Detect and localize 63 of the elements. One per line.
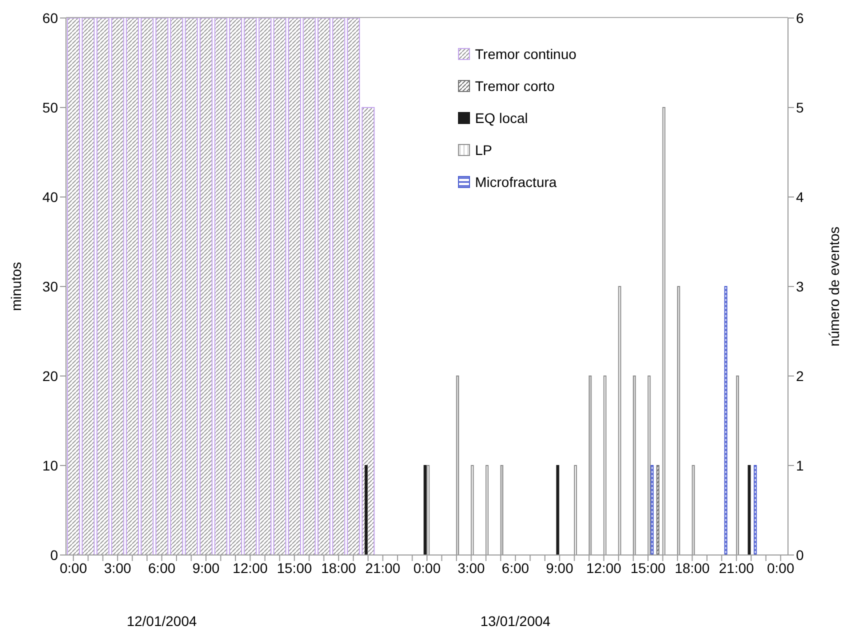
bar	[486, 465, 489, 555]
x-tick-label: 15:00	[276, 560, 312, 576]
x-tick-label: 9:00	[546, 560, 574, 576]
y2-tick-label: 4	[796, 188, 804, 205]
x-tick-label: 18:00	[674, 560, 710, 576]
x-tick-label: 0:00	[413, 560, 441, 576]
bar	[618, 286, 622, 555]
y2-tick-label: 5	[796, 99, 804, 116]
y-tick-label: 10	[42, 457, 58, 474]
x-tick-label: 21:00	[718, 560, 754, 576]
x-tick-label: 3:00	[458, 560, 486, 576]
legend-label: LP	[475, 142, 492, 158]
y-axis-title: minutos	[8, 262, 24, 312]
legend-label: Tremor continuo	[475, 46, 576, 62]
x-tick-label: 0:00	[60, 560, 88, 576]
y-tick-label: 60	[42, 10, 58, 26]
bar	[724, 286, 728, 555]
bar	[662, 107, 666, 555]
legend-label: EQ local	[475, 110, 528, 126]
bar	[556, 465, 560, 555]
x-tick-label: 21:00	[365, 560, 401, 576]
bar	[632, 376, 636, 555]
bar	[456, 376, 460, 555]
y2-tick-label: 2	[796, 368, 804, 384]
x-tick-label: 15:00	[630, 560, 666, 576]
text: 12/01/2004	[126, 613, 198, 629]
text: 13/01/2004	[479, 613, 552, 629]
x-tick-label: 6:00	[502, 560, 530, 576]
bar	[588, 376, 592, 555]
legend-label: Tremor corto	[475, 78, 555, 94]
y2-tick-label: 1	[796, 457, 804, 474]
x-tick-label: 18:00	[321, 560, 356, 576]
bar	[648, 376, 651, 555]
x-tick-label: 0:00	[767, 560, 794, 576]
x-tick-label: 9:00	[192, 560, 220, 576]
x-tick-label: 12:00	[586, 560, 622, 576]
y2-tick-label: 6	[796, 10, 804, 26]
bar	[748, 465, 751, 555]
x-tick-label: 12:00	[232, 560, 268, 576]
y2-tick-label: 0	[796, 546, 804, 563]
y-tick-label: 20	[42, 368, 58, 384]
y-tick-label: 50	[42, 99, 58, 116]
bar	[656, 465, 660, 555]
y-tick-label: 0	[50, 546, 58, 563]
bar	[574, 465, 577, 555]
bar	[470, 465, 474, 555]
bar	[364, 465, 368, 555]
bar	[677, 286, 680, 555]
bar	[424, 465, 427, 555]
bar	[603, 376, 606, 555]
y-tick-label: 40	[42, 188, 58, 205]
bar	[754, 465, 757, 555]
bar	[500, 465, 504, 555]
bar	[426, 465, 430, 555]
y2-axis-title: número de eventos	[826, 226, 842, 346]
bar	[692, 465, 695, 555]
y2-tick-label: 3	[796, 278, 804, 294]
y-tick-label: 30	[42, 278, 58, 294]
bar	[650, 465, 654, 555]
bar	[736, 376, 740, 555]
x-tick-label: 6:00	[148, 560, 176, 576]
legend-label: Microfractura	[475, 174, 557, 190]
x-tick-label: 3:00	[104, 560, 132, 576]
